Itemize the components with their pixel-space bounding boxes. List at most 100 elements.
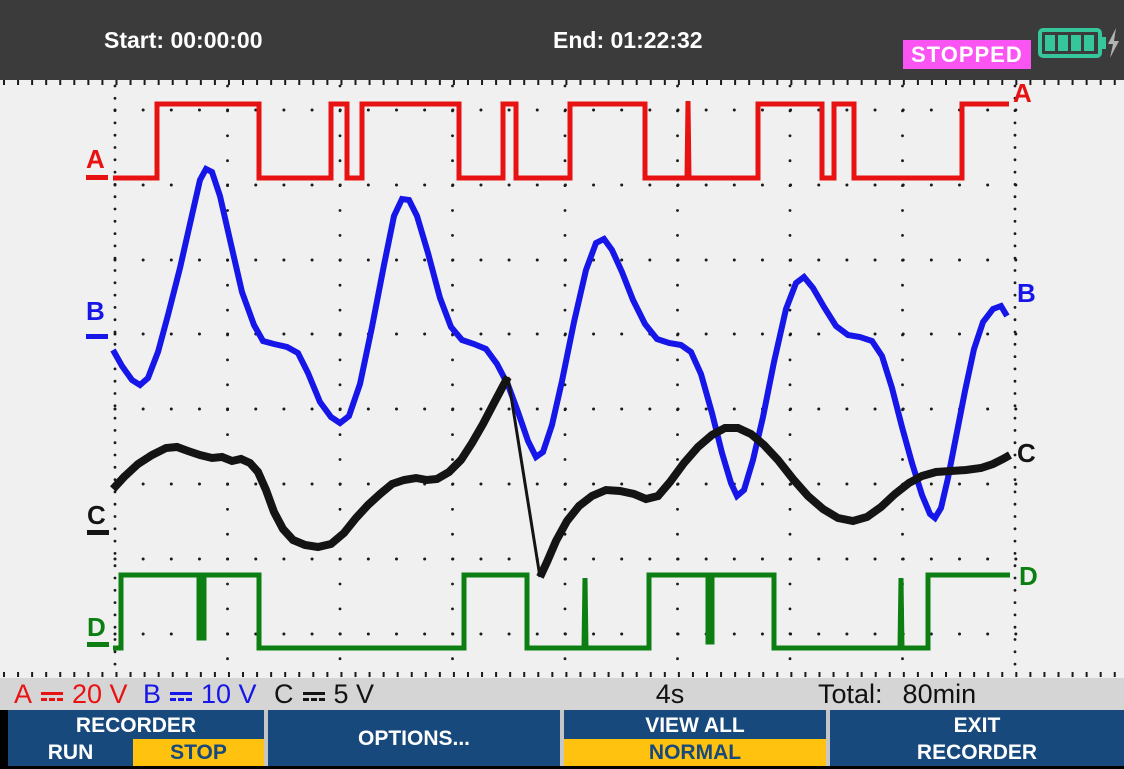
grid-dot xyxy=(986,183,990,187)
grid-tick xyxy=(452,672,455,677)
grid-dot xyxy=(563,283,567,287)
grid-dot xyxy=(788,134,792,138)
run-option[interactable]: RUN xyxy=(47,741,94,764)
grid-dot xyxy=(563,234,567,237)
grid-tick xyxy=(3,80,5,85)
grid-dot xyxy=(113,146,117,149)
grid-dot xyxy=(479,332,483,336)
grid-tick xyxy=(1015,672,1018,677)
grid-dot xyxy=(1013,465,1017,469)
grid-tick xyxy=(1113,672,1116,677)
grid-tick xyxy=(495,80,498,85)
grid-dot xyxy=(113,195,117,199)
grid-tick xyxy=(1099,672,1102,677)
softkey-exit-recorder[interactable]: EXIT RECORDER xyxy=(830,710,1124,766)
grid-dot xyxy=(760,258,764,262)
grid-dot xyxy=(929,482,933,486)
grid-dot xyxy=(732,407,736,411)
grid-dot xyxy=(958,482,961,486)
dc-coupling-icon xyxy=(302,691,325,701)
softkey-view-mode[interactable]: VIEW ALL NORMAL xyxy=(564,710,826,766)
grid-dot xyxy=(648,557,652,561)
grid-dot xyxy=(338,607,342,611)
grid-tick xyxy=(115,80,118,85)
trace-D xyxy=(113,572,1010,651)
grid-tick xyxy=(424,672,427,677)
grid-dot xyxy=(1013,552,1017,555)
trace-C xyxy=(110,375,512,552)
grid-dot xyxy=(366,407,370,411)
grid-tick xyxy=(874,80,877,85)
grid-dot xyxy=(1013,441,1017,445)
grid-tick xyxy=(452,80,455,85)
grid-dot xyxy=(310,482,314,486)
normal-option-selected[interactable]: NORMAL xyxy=(564,739,826,766)
grid-dot xyxy=(338,308,342,312)
grid-dot xyxy=(197,557,201,561)
grid-dot xyxy=(282,108,286,112)
grid-dot xyxy=(451,657,454,661)
channel-a-readout: A 20 V xyxy=(14,678,128,710)
grid-dot xyxy=(760,183,764,187)
stop-option-selected[interactable]: STOP xyxy=(133,739,264,766)
grid-dot xyxy=(366,258,370,262)
grid-tick xyxy=(818,672,821,677)
grid-dot xyxy=(817,557,821,561)
grid-dot xyxy=(1013,121,1017,125)
grid-dot xyxy=(929,632,933,636)
grid-tick xyxy=(481,672,484,677)
grid-dot xyxy=(563,483,567,486)
grid-dot xyxy=(535,183,539,187)
grid-dot xyxy=(113,601,117,604)
softkey-options[interactable]: OPTIONS... xyxy=(268,710,560,766)
grid-tick xyxy=(101,672,104,677)
grid-tick xyxy=(17,80,20,85)
grid-dot xyxy=(395,557,398,561)
grid-dot xyxy=(226,109,229,113)
grid-dot xyxy=(226,283,229,287)
grid-tick xyxy=(706,672,708,677)
grid-tick xyxy=(410,672,413,677)
grid-tick xyxy=(298,80,301,85)
grid-dot xyxy=(338,283,342,287)
grid-dot xyxy=(451,358,454,362)
grid-dot xyxy=(366,632,370,636)
grid-tick xyxy=(790,80,793,85)
grid-tick xyxy=(242,80,245,85)
grid-dot xyxy=(1013,367,1017,371)
grid-dot xyxy=(282,407,286,411)
softkey-run-stop-title: RECORDER xyxy=(75,714,197,737)
grid-dot xyxy=(620,482,624,486)
grid-dot xyxy=(1013,146,1017,149)
grid-dot xyxy=(226,333,229,337)
grid-dot xyxy=(423,332,427,336)
grid-dot xyxy=(873,108,877,112)
grid-dot xyxy=(226,557,229,561)
grid-tick xyxy=(804,80,807,85)
grid-dot xyxy=(226,607,229,611)
grid-tick xyxy=(523,672,526,677)
grid-dot xyxy=(113,632,117,636)
channel-c-value: 5 V xyxy=(333,678,375,709)
grid-dot xyxy=(760,108,764,112)
grid-dot xyxy=(1013,306,1017,309)
grid-tick xyxy=(1015,80,1018,85)
softkey-run-stop[interactable]: RECORDER RUN STOP xyxy=(8,710,264,766)
grid-dot xyxy=(282,332,286,336)
grid-dot xyxy=(197,332,201,336)
grid-dot xyxy=(788,234,792,237)
grid-dot xyxy=(113,515,117,518)
battery-terminal xyxy=(1100,37,1106,49)
channel-d-left-label: D xyxy=(87,612,106,642)
grid-dot xyxy=(986,482,990,486)
grid-tick xyxy=(227,672,230,677)
grid-tick xyxy=(31,80,34,85)
grid-tick xyxy=(762,672,765,677)
grid-dot xyxy=(563,258,567,262)
grid-dot xyxy=(226,408,229,412)
timebase-value: 4s xyxy=(655,679,685,709)
grid-dot xyxy=(113,407,117,411)
grid-dot xyxy=(704,557,708,561)
grid-tick xyxy=(1029,672,1032,677)
grid-dot xyxy=(648,258,652,262)
